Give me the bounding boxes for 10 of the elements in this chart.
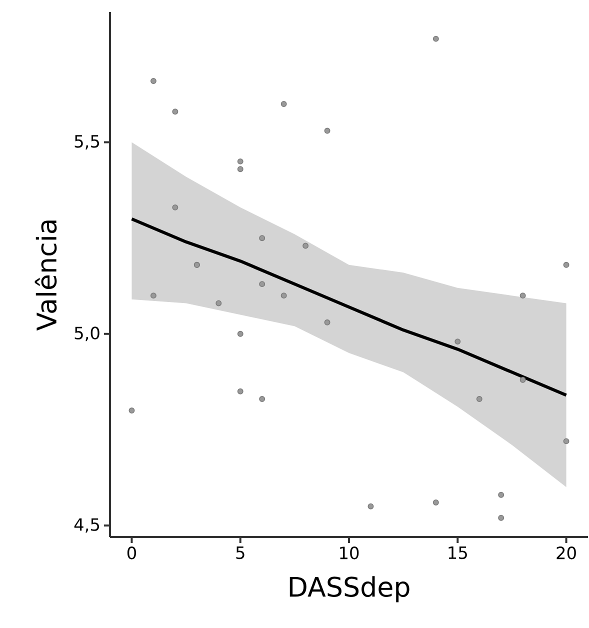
x-tick-label: 0: [127, 546, 136, 560]
x-tick-label: 20: [556, 546, 576, 560]
y-axis-title: Valência: [34, 220, 57, 331]
x-tick-label: 15: [448, 546, 467, 560]
y-tick-label: 5,0: [74, 326, 100, 342]
x-axis-title: DASSdep: [290, 576, 410, 602]
x-tick-label: 5: [236, 546, 244, 560]
x-tick-label: 10: [340, 546, 359, 560]
y-tick-label: 4,5: [74, 518, 99, 533]
y-tick-label: 5,5: [74, 135, 99, 150]
